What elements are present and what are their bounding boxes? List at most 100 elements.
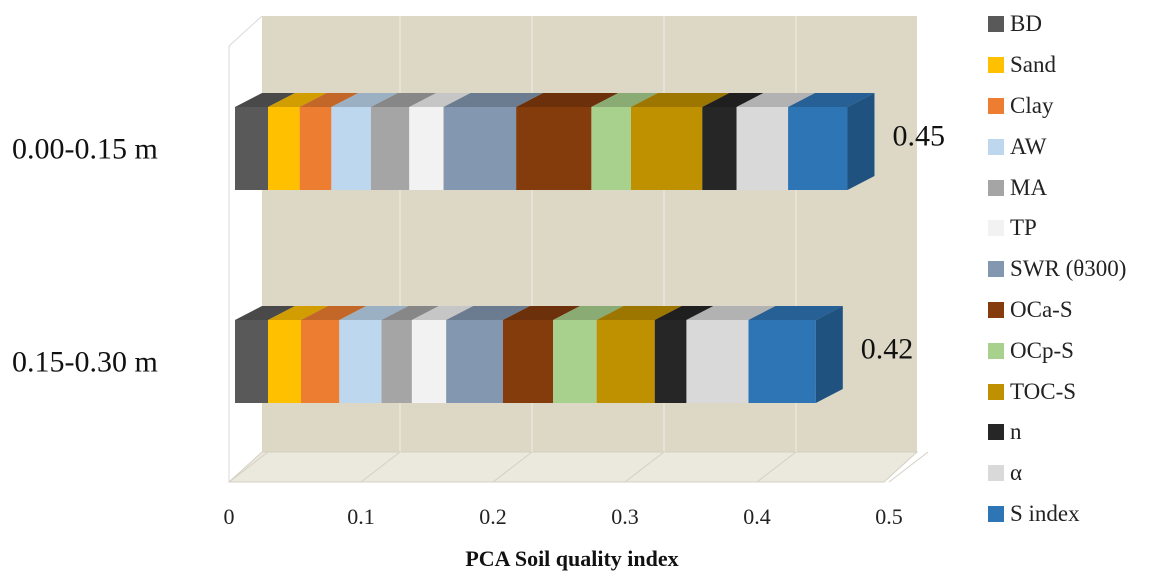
bar-segment-top — [702, 93, 764, 107]
legend-label: SWR (θ300) — [1010, 256, 1127, 282]
bar-segment-face — [516, 107, 592, 190]
floor-gridline — [492, 451, 533, 483]
bar-segment-top — [553, 306, 624, 320]
left-wall-top — [228, 15, 263, 47]
x-tick-label: 0.2 — [479, 504, 507, 529]
bar-segment-face — [299, 107, 332, 190]
bar-segment — [502, 306, 581, 403]
legend-item: OCp-S — [988, 330, 1163, 371]
category-label: 0.00-0.15 m — [12, 133, 158, 166]
plot-background — [227, 15, 919, 483]
legend-label: n — [1010, 419, 1022, 445]
total-label: 0.42 — [861, 333, 914, 366]
bar-segment-top — [591, 93, 658, 107]
bar-segment-face — [411, 320, 447, 403]
bar-segment — [686, 306, 776, 403]
bar-segment — [339, 306, 409, 403]
legend-item: MA — [988, 167, 1163, 208]
legend-swatch — [988, 505, 1004, 522]
legend-swatch — [988, 342, 1004, 359]
floor — [227, 451, 919, 483]
bar-segment-face — [596, 320, 655, 403]
legend-label: TP — [1010, 215, 1037, 241]
legend-item: S index — [988, 494, 1163, 535]
bar-segment — [596, 306, 682, 403]
bar-segment — [591, 93, 658, 190]
x-tick-label: 0.3 — [611, 504, 639, 529]
bar-segment-face — [446, 320, 503, 403]
legend-item: Clay — [988, 86, 1163, 127]
bar-segment — [268, 306, 328, 403]
legend-label: Sand — [1010, 52, 1056, 78]
bar-end-side — [847, 93, 875, 190]
legend-item: OCa-S — [988, 290, 1163, 331]
bar-segment-top — [339, 306, 409, 320]
bar-segment-face — [553, 320, 597, 403]
bar-segment-top — [686, 306, 776, 320]
bar-segment — [788, 93, 875, 190]
legend-item: α — [988, 453, 1163, 494]
bar-segment-face — [736, 107, 789, 190]
legend-label: S index — [1010, 500, 1080, 526]
bar-segment-top — [370, 93, 437, 107]
bar-segment — [702, 93, 764, 190]
bar-segment-face — [686, 320, 749, 403]
bar-segment-face — [443, 107, 517, 190]
bar-segment-top — [411, 306, 474, 320]
bar-segment-top — [748, 306, 843, 320]
bar-segment-face — [301, 320, 340, 403]
legend-item: SWR (θ300) — [988, 249, 1163, 290]
floor-gridline — [624, 451, 665, 483]
bar-segment-top — [268, 306, 328, 320]
bar-segment — [381, 306, 439, 403]
bar-segment-top — [299, 93, 359, 107]
legend-label: TOC-S — [1010, 378, 1077, 404]
floor-gridline — [888, 451, 929, 483]
bar-segment-top — [788, 93, 875, 107]
bar-segment-face — [788, 107, 848, 190]
bar-segment-face — [409, 107, 444, 190]
bars — [235, 93, 875, 403]
bar-segment-top — [631, 93, 730, 107]
x-axis-title: PCA Soil quality index — [465, 546, 678, 571]
category-label: 0.15-0.30 m — [12, 346, 158, 379]
total-labels: 0.45 0.42 — [861, 120, 945, 366]
bar-segment — [409, 93, 471, 190]
legend-label: BD — [1010, 11, 1042, 37]
legend-swatch — [988, 220, 1004, 237]
bar-segment-face — [381, 320, 412, 403]
bar-segment — [446, 306, 530, 403]
bar-segment-top — [502, 306, 581, 320]
bar-segment-face — [331, 107, 371, 190]
bar-segment — [411, 306, 474, 403]
total-label: 0.45 — [892, 120, 945, 153]
bar-end-side — [815, 306, 843, 403]
legend: BD Sand Clay AW MA TP SWR (θ300) OCa-S OCp-S TOC-… — [988, 4, 1163, 534]
bar-segment-top — [654, 306, 714, 320]
floor-gridline — [228, 451, 269, 483]
bar-segment — [748, 306, 843, 403]
legend-swatch — [988, 97, 1004, 114]
floor-gridline — [756, 451, 797, 483]
bar-segment — [235, 306, 295, 403]
bar-segment — [631, 93, 730, 190]
legend-swatch — [988, 424, 1004, 441]
legend-swatch — [988, 261, 1004, 278]
bar-segment-top — [736, 93, 816, 107]
legend-swatch — [988, 301, 1004, 318]
legend-item: BD — [988, 4, 1163, 45]
bar-segment-top — [516, 93, 619, 107]
bar-segment-face — [268, 320, 301, 403]
bar-segment-face — [339, 320, 382, 403]
bar-segment — [268, 93, 327, 190]
bar-segment-top — [381, 306, 439, 320]
legend-swatch — [988, 16, 1004, 33]
legend-swatch — [988, 57, 1004, 74]
category-labels: 0.00-0.15 m 0.15-0.30 m — [12, 133, 158, 379]
x-tick-label: 0.4 — [743, 504, 771, 529]
legend-label: OCp-S — [1010, 337, 1074, 363]
bar-segment — [235, 93, 295, 190]
bar-segment-top — [235, 306, 295, 320]
bar-segment-face — [591, 107, 631, 190]
